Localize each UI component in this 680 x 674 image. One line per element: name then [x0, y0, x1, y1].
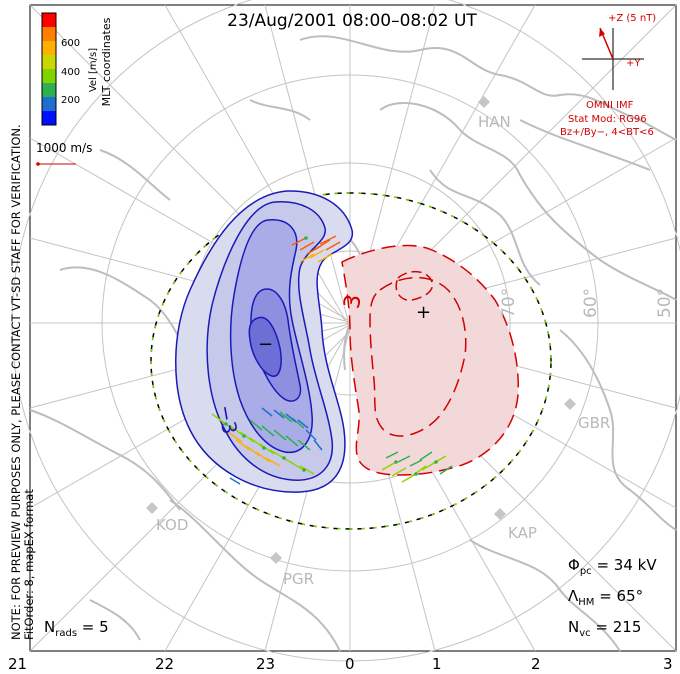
colorbar-segment	[42, 111, 56, 126]
mlt-label-3: 3	[663, 655, 673, 673]
mlt-label-21: 21	[8, 655, 27, 673]
coastlines	[29, 35, 677, 652]
lat-label-50: 50°	[655, 288, 675, 318]
station-gbr: GBR	[578, 414, 610, 432]
colorbar-segment	[42, 97, 56, 112]
imf-condition: Bz+/By−, 4<BT<6	[560, 127, 654, 138]
mlt-label-2: 2	[531, 655, 541, 673]
station-kap: KAP	[508, 524, 537, 542]
station-pgr: PGR	[283, 570, 314, 588]
colorbar-segment	[42, 41, 56, 56]
colorbar-tick-200: 200	[61, 95, 80, 106]
velocity-vectors	[211, 235, 453, 485]
scale-vector-origin	[36, 162, 40, 166]
imf-y-label: +Y	[626, 58, 641, 69]
colorbar-segment	[42, 27, 56, 42]
dusk-cell	[175, 190, 353, 493]
cell-min-marker: −	[258, 334, 273, 355]
station-kod-marker	[146, 502, 158, 514]
station-pgr-marker	[270, 552, 282, 564]
velocity-colorbar	[41, 12, 57, 126]
station-han-marker	[478, 96, 490, 108]
dusk-contour-core	[248, 316, 282, 377]
lat-label-70: 70°	[499, 288, 519, 318]
colorbar-tick-600: 600	[61, 38, 80, 49]
station-gbr-marker	[564, 398, 576, 410]
colorbar-segment	[42, 55, 56, 70]
preview-note: NOTE: FOR PREVIEW PURPOSES ONLY, PLEASE …	[9, 124, 23, 640]
colorbar-segment	[42, 83, 56, 98]
station-kap-marker	[494, 508, 506, 520]
coordinate-system-label: MLT coordinates	[100, 17, 113, 106]
lat-label-60: 60°	[581, 288, 601, 318]
mlt-label-22: 22	[155, 655, 174, 673]
dawn-contour-inner	[369, 276, 467, 437]
imf-dial	[582, 27, 644, 90]
hm-boundary-dots	[150, 192, 552, 530]
radar-stations	[146, 96, 576, 564]
imf-z-label: +Z (5 nT)	[608, 13, 656, 24]
imf-vector-head	[599, 28, 605, 37]
radar-count: Nrads = 5	[44, 618, 109, 639]
colorbar-tick-400: 400	[61, 67, 80, 78]
colorbar-segment	[42, 13, 56, 28]
dawn-cell	[341, 244, 520, 476]
imf-source: OMNI IMF	[586, 100, 634, 111]
colorbar-border	[41, 12, 57, 126]
cross-polar-potential: Φpc = 34 kV	[568, 556, 657, 577]
map-title: 23/Aug/2001 08:00–08:02 UT	[227, 11, 477, 31]
mlt-label-23: 23	[256, 655, 275, 673]
colorbar-segment	[42, 69, 56, 84]
mlt-label-1: 1	[432, 655, 442, 673]
plot-frame	[29, 4, 677, 652]
fit-order-note: FitOrder: 8, mapEX format	[22, 489, 36, 640]
dawn-contour-outer	[341, 244, 520, 476]
dawn-contour-core	[395, 270, 434, 301]
lat-circle-50	[11, 0, 680, 662]
vector-count: Nvc = 215	[568, 618, 641, 639]
station-han: HAN	[478, 113, 511, 131]
imf-model: Stat Mod: RG96	[568, 114, 647, 125]
station-kod: KOD	[156, 516, 188, 534]
scale-vector-label: 1000 m/s	[36, 141, 92, 155]
cell-max-marker: +	[416, 302, 431, 323]
pos-contour-label: 3	[340, 293, 367, 311]
hm-latitude: ΛHM = 65°	[568, 587, 643, 608]
neg-contour-label: −3	[213, 403, 242, 436]
mlt-label-0: 0	[345, 655, 355, 673]
colorbar-label: Vel [m/s]	[88, 48, 99, 92]
